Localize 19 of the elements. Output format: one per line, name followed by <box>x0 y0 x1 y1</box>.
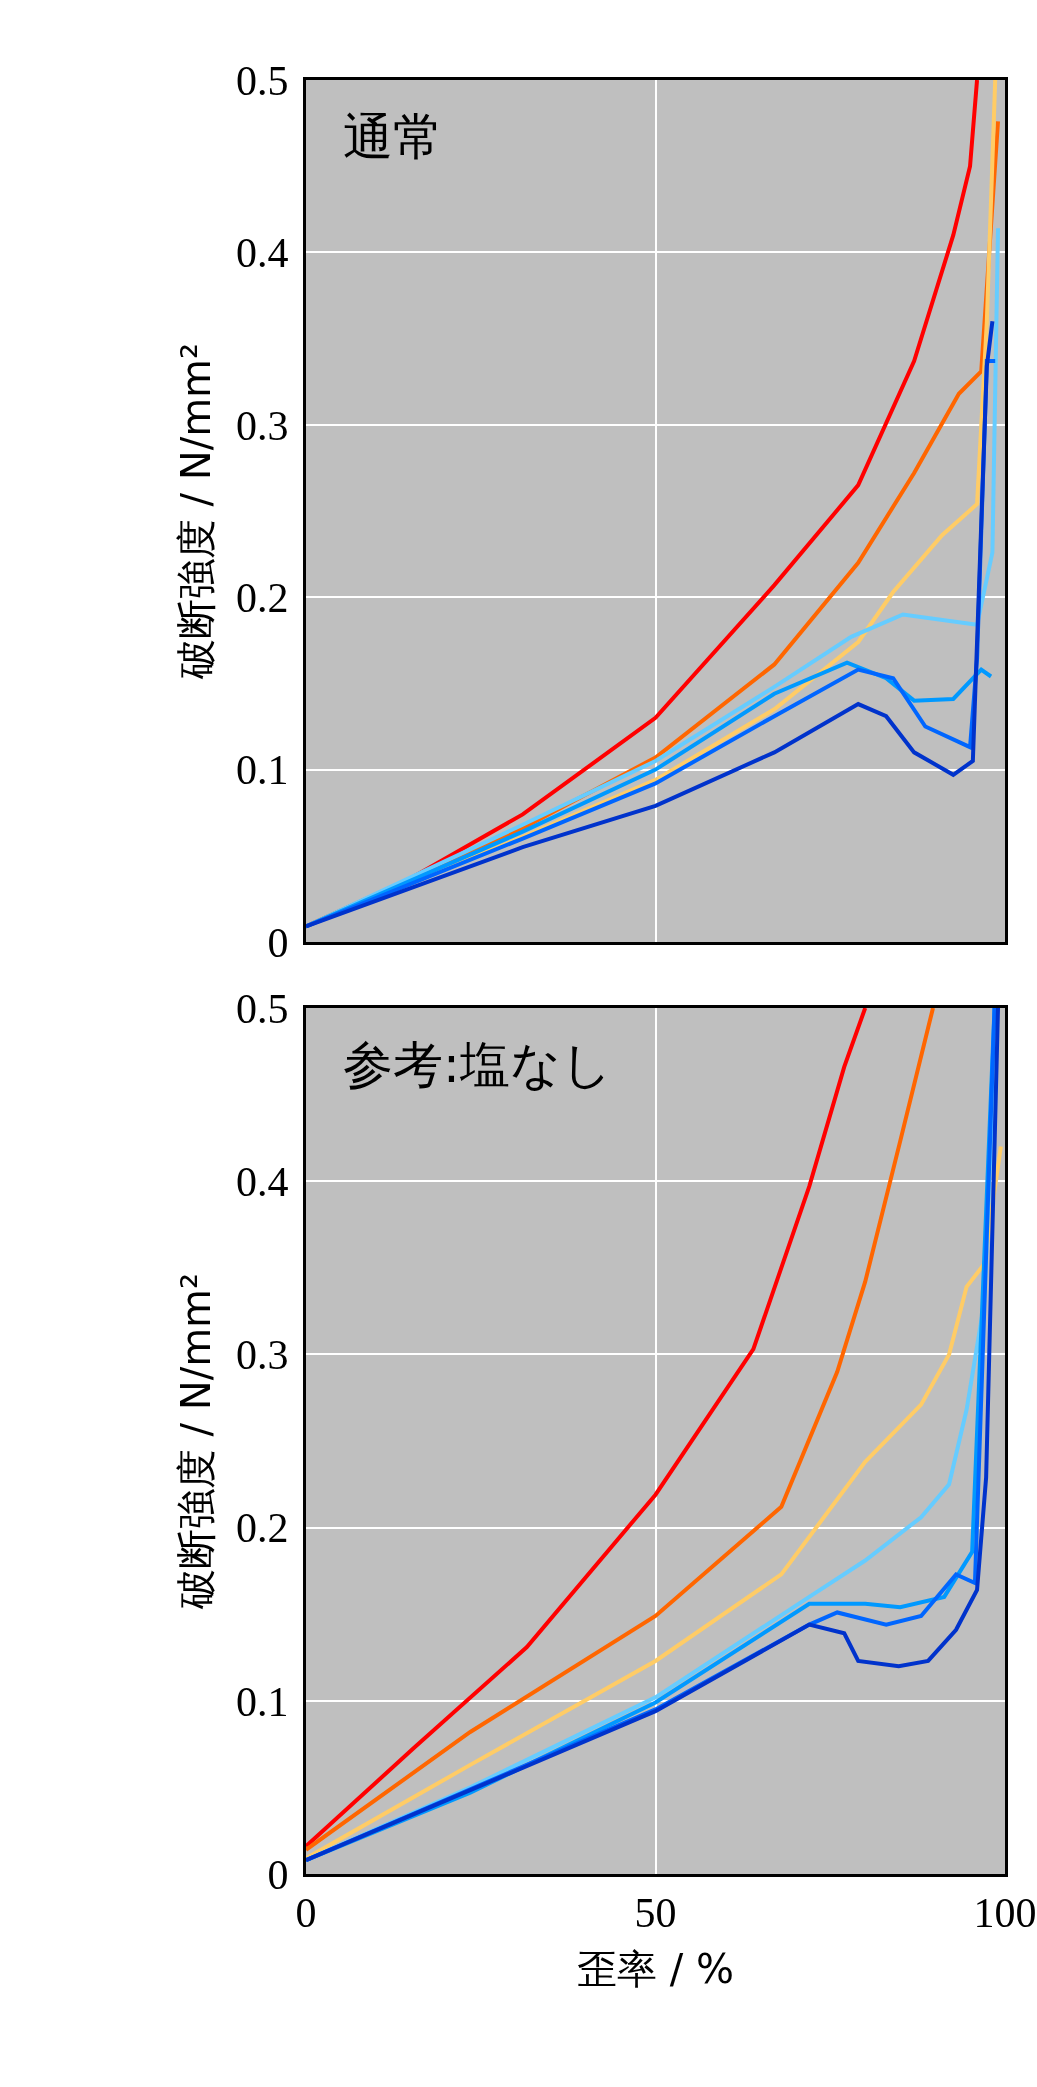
y-tick-label: 0.3 <box>236 402 289 449</box>
y-tick-label: 0.1 <box>236 747 289 794</box>
y-tick-label: 0.2 <box>236 574 289 621</box>
text: 通常 <box>343 108 443 166</box>
y-tick-label: 0.5 <box>236 985 289 1032</box>
y-axis-title: 破断強度 / N/mm² <box>172 1272 219 1611</box>
y-tick-label: 0.4 <box>236 230 289 277</box>
x-axis-title: 歪率 / % <box>577 1945 734 1992</box>
x-tick-label: 50 <box>634 1890 677 1937</box>
text: 参考:塩なし <box>343 1036 612 1094</box>
y-tick-label: 0 <box>267 1851 289 1898</box>
y-tick-label: 0.2 <box>236 1505 289 1552</box>
y-tick-label: 0.1 <box>236 1678 289 1725</box>
y-axis-title: 破断強度 / N/mm² <box>172 342 219 681</box>
y-tick-label: 0.3 <box>236 1332 289 1379</box>
x-tick-label: 100 <box>973 1890 1037 1937</box>
y-tick-label: 0 <box>267 919 289 966</box>
y-tick-label: 0.4 <box>236 1158 289 1205</box>
y-tick-label: 0.5 <box>236 57 289 104</box>
